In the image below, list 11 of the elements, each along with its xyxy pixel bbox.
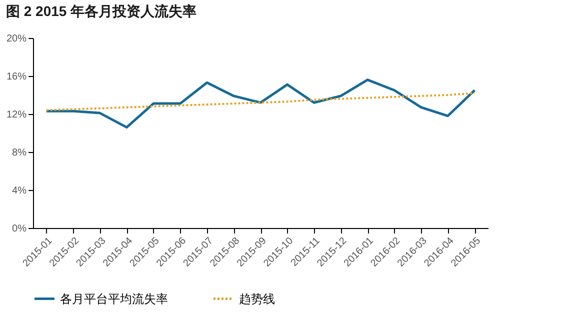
y-tick-label: 20% [6, 34, 27, 44]
y-tick-label: 8% [12, 148, 27, 158]
y-tick-label: 0% [12, 224, 27, 234]
line-series [45, 78, 476, 129]
y-tick-label: 4% [12, 186, 27, 196]
chart-title: 图 2 2015 年各月投资人流失率 [6, 3, 197, 19]
y-tick-label: 12% [6, 110, 27, 120]
line-series [45, 92, 476, 112]
legend-label: 各月平台平均流失率 [60, 292, 168, 306]
y-tick-label: 16% [6, 72, 27, 82]
legend-label: 趋势线 [239, 292, 275, 306]
